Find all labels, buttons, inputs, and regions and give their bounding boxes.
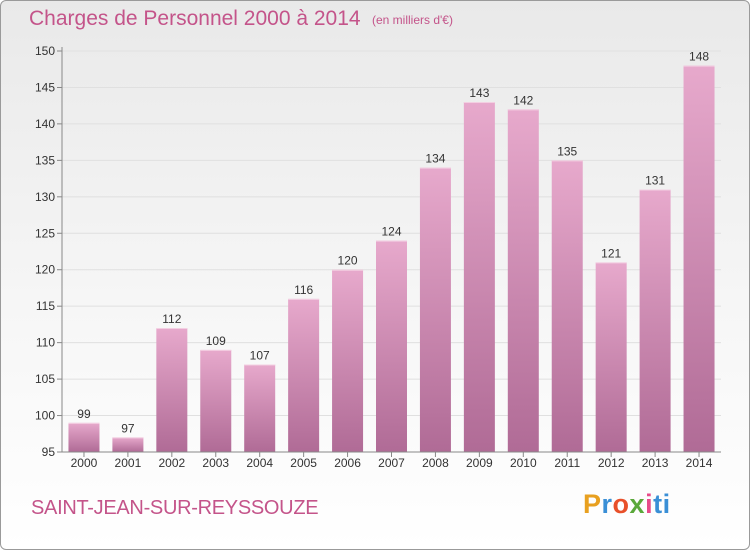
x-tick-label: 2012: [598, 456, 625, 470]
bar: [332, 269, 364, 452]
data-label: 112: [162, 312, 181, 326]
data-label: 121: [601, 246, 621, 260]
bar: [112, 437, 144, 452]
x-tick-label: 2011: [554, 456, 580, 470]
x-tick-label: 2010: [510, 456, 537, 470]
y-tick-label: 115: [36, 299, 55, 313]
data-label: 120: [338, 254, 358, 268]
bar: [419, 167, 451, 452]
x-tick-label: 2006: [334, 456, 361, 470]
bar: [551, 160, 583, 452]
data-label: 107: [250, 349, 270, 363]
x-tick-label: 2009: [466, 456, 493, 470]
y-tick-label: 110: [36, 336, 55, 350]
data-label: 148: [689, 50, 709, 64]
y-tick-label: 150: [35, 44, 55, 58]
x-tick-label: 2007: [378, 456, 405, 470]
bar: [200, 349, 232, 452]
y-tick-label: 125: [35, 226, 55, 240]
bar: [639, 189, 671, 452]
y-tick-label: 95: [42, 445, 56, 459]
bar: [68, 422, 100, 452]
y-tick-label: 135: [35, 153, 55, 167]
x-tick-label: 2000: [71, 456, 98, 470]
bar: [463, 102, 495, 452]
x-tick-label: 2014: [686, 456, 713, 470]
bar: [683, 65, 715, 452]
proxiti-logo: Proxiti: [583, 489, 671, 519]
y-tick-label: 145: [35, 80, 55, 94]
data-label: 131: [645, 174, 665, 188]
bar: [595, 262, 627, 452]
data-label: 135: [557, 144, 577, 158]
x-tick-label: 2008: [422, 456, 449, 470]
y-tick-label: 105: [35, 372, 55, 386]
y-tick-label: 100: [35, 409, 55, 423]
data-label: 134: [425, 152, 445, 166]
bar: [288, 298, 320, 452]
x-tick-label: 2001: [115, 456, 142, 470]
data-label: 99: [77, 407, 91, 421]
chart-subtitle: (en milliers d'€): [372, 13, 453, 27]
data-label: 143: [469, 86, 489, 100]
bar: [156, 328, 188, 452]
bar: [376, 240, 407, 452]
y-tick-label: 140: [35, 117, 55, 131]
y-tick-label: 120: [35, 263, 55, 277]
chart-title: Charges de Personnel 2000 à 2014: [29, 7, 361, 30]
x-tick-label: 2003: [202, 456, 229, 470]
bar: [244, 364, 276, 452]
data-label: 142: [513, 93, 533, 107]
data-label: 116: [294, 283, 313, 297]
x-tick-label: 2005: [290, 456, 317, 470]
data-label: 124: [381, 225, 401, 239]
data-label: 97: [121, 421, 135, 435]
y-tick-label: 130: [35, 190, 55, 204]
data-label: 109: [206, 334, 226, 348]
x-tick-label: 2004: [246, 456, 273, 470]
x-tick-label: 2002: [158, 456, 185, 470]
x-tick-label: 2013: [642, 456, 669, 470]
bar: [507, 109, 539, 452]
commune-name: SAINT-JEAN-SUR-REYSSOUZE: [31, 497, 319, 519]
